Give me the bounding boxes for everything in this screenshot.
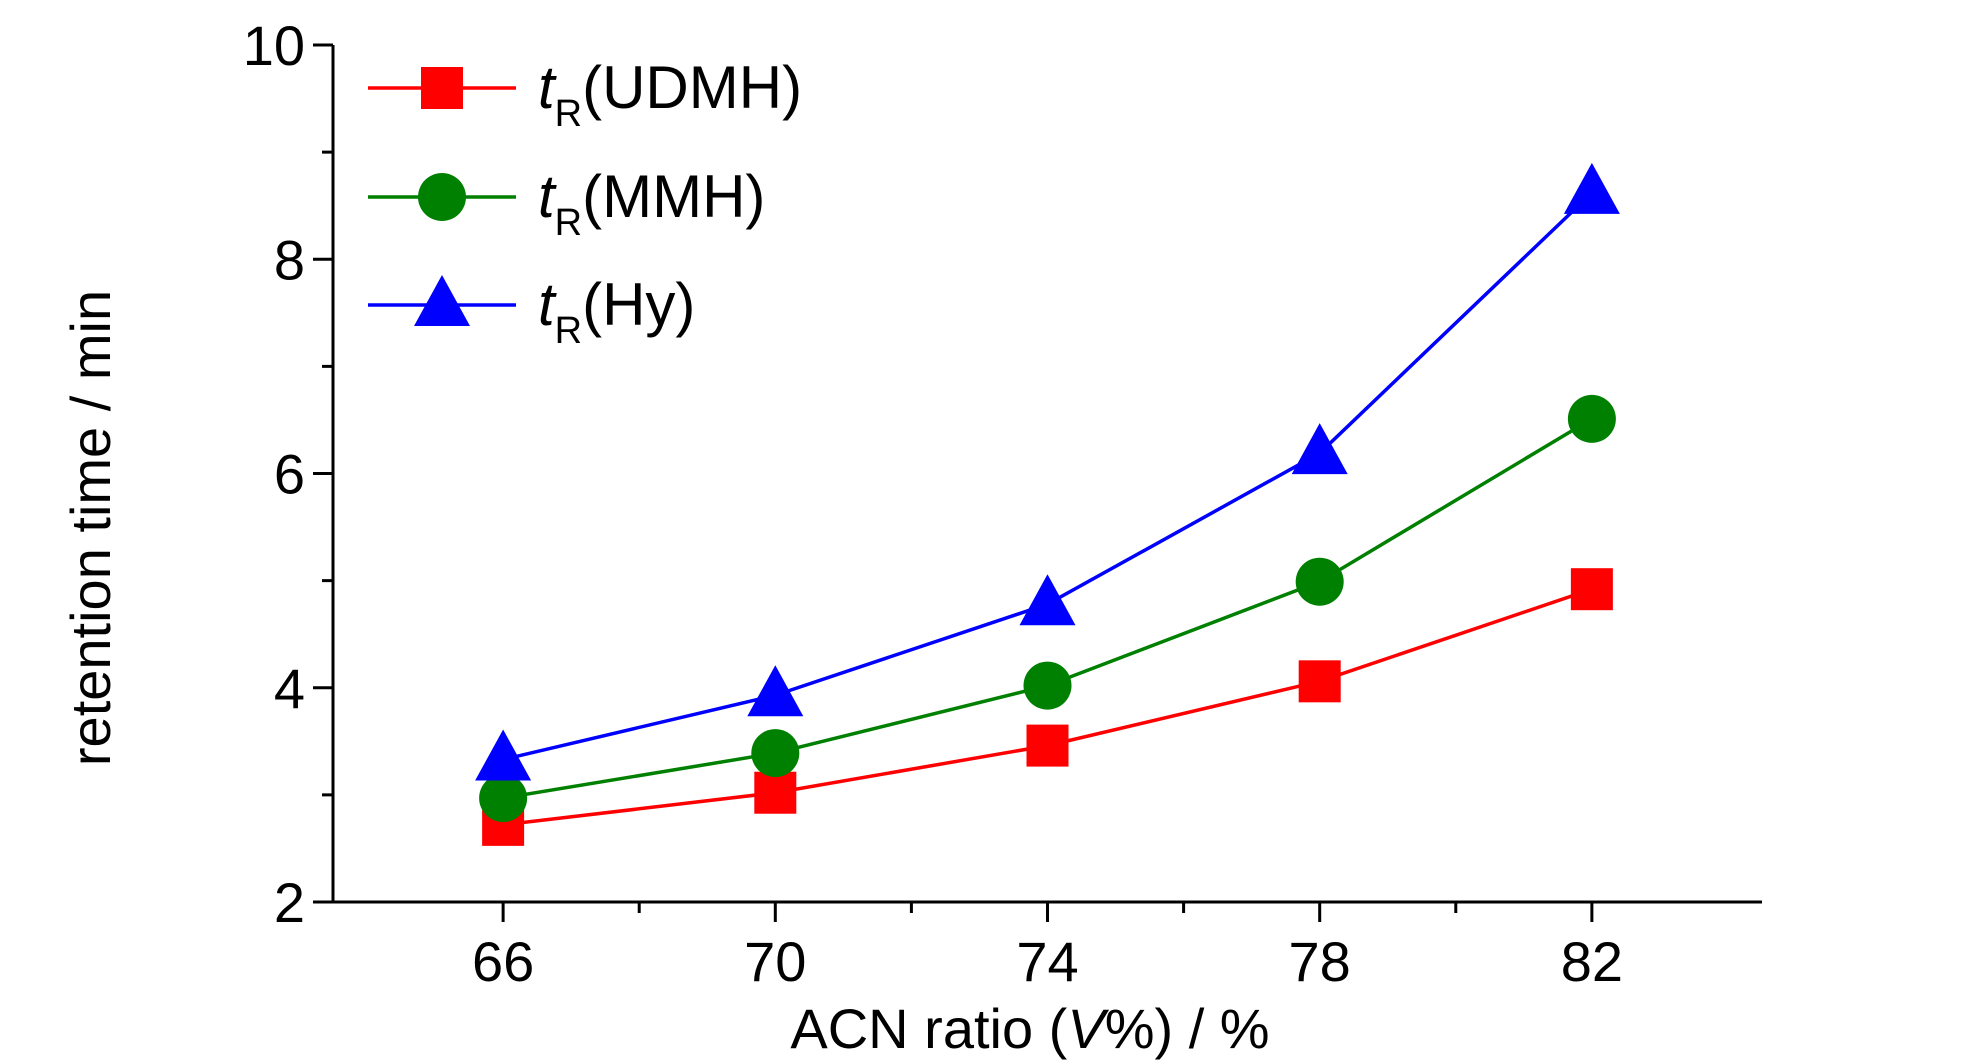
data-point-circle (1023, 661, 1072, 710)
x-tick-label: 82 (1561, 930, 1623, 993)
x-axis-title-italic: V (1067, 997, 1109, 1060)
y-tick-label: 8 (274, 228, 305, 291)
data-point-square (754, 771, 797, 814)
legend: tR(UDMH)tR(MMH)tR(Hy) (368, 54, 802, 352)
data-point-circle (1567, 394, 1616, 443)
y-tick-label: 10 (243, 14, 305, 77)
data-point-triangle (747, 665, 804, 717)
y-tick-label: 6 (274, 443, 305, 506)
data-point-circle (479, 774, 528, 823)
legend-label: (MMH) (582, 163, 765, 230)
legend-t: t (538, 54, 557, 121)
legend-label: (UDMH) (582, 54, 802, 121)
x-axis-title-prefix: ACN ratio ( (790, 997, 1067, 1060)
y-axis-title: retention time / min (59, 290, 122, 766)
x-tick-label: 66 (472, 930, 534, 993)
legend-entry: tR(UDMH) (538, 54, 802, 135)
data-point-triangle (475, 729, 532, 781)
x-axis-title-suffix: %) / % (1105, 997, 1270, 1060)
x-tick-label: 74 (1016, 930, 1078, 993)
legend-t: t (538, 271, 557, 338)
legend-marker-triangle (414, 275, 470, 326)
data-point-triangle (1563, 162, 1620, 214)
legend-entry: tR(MMH) (538, 163, 765, 244)
legend-marker-circle (418, 173, 466, 221)
series-markers (475, 162, 1620, 846)
legend-subscript: R (555, 93, 582, 135)
data-point-triangle (1291, 423, 1348, 475)
legend-entry: tR(Hy) (538, 271, 695, 352)
axes: 2 4 6 8 10 66 70 74 78 82 (243, 14, 1762, 993)
legend-subscript: R (555, 202, 582, 244)
x-tick-label: 70 (744, 930, 806, 993)
y-tick-label: 4 (274, 657, 305, 720)
data-point-square (1298, 660, 1341, 703)
legend-marker-square (421, 67, 463, 109)
data-point-square (1026, 724, 1069, 767)
legend-t: t (538, 163, 557, 230)
data-point-circle (1295, 557, 1344, 606)
data-point-square (1570, 568, 1613, 611)
legend-label: (Hy) (582, 271, 695, 338)
legend-subscript: R (555, 310, 582, 352)
y-tick-label: 2 (274, 871, 305, 934)
data-point-triangle (1019, 574, 1076, 626)
x-tick-label: 78 (1289, 930, 1351, 993)
data-point-circle (751, 729, 800, 778)
x-axis-title: ACN ratio (V%) / % (790, 997, 1269, 1060)
